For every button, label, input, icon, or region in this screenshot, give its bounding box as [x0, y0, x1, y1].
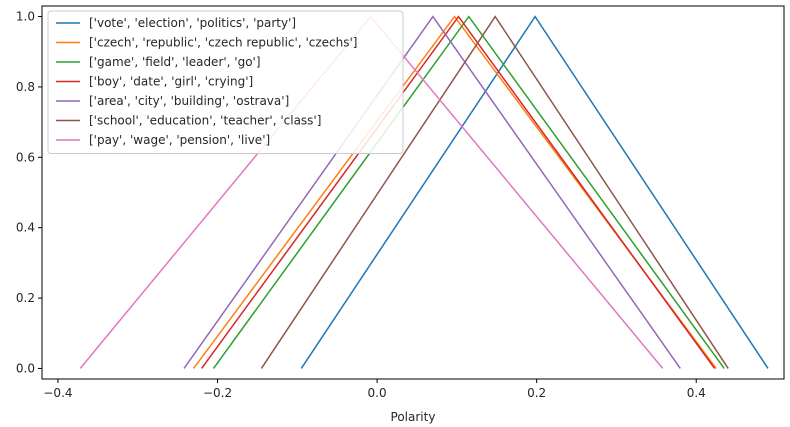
series-line-3 — [200, 15, 716, 369]
x-axis: −0.4 −0.2 0.0 0.2 0.4 — [43, 379, 706, 400]
y-axis: 0.0 0.2 0.4 0.6 0.8 1.0 — [16, 10, 42, 375]
series-line-5 — [260, 15, 729, 369]
x-tick-label: 0.2 — [527, 386, 546, 400]
y-tick-label: 1.0 — [16, 10, 35, 24]
legend-box — [47, 10, 404, 154]
legend-label-3: ['boy', 'date', 'girl', 'crying'] — [89, 75, 253, 89]
legend-label-0: ['vote', 'election', 'politics', 'party'… — [89, 16, 296, 30]
y-tick-label: 0.4 — [16, 221, 35, 235]
y-tick-label: 0.8 — [16, 80, 35, 94]
legend-label-4: ['area', 'city', 'building', 'ostrava'] — [89, 94, 289, 108]
legend-label-1: ['czech', 'republic', 'czech republic', … — [89, 36, 357, 50]
x-tick-label: 0.4 — [687, 386, 706, 400]
x-tick-label: −0.4 — [43, 386, 72, 400]
legend: ['vote', 'election', 'politics', 'party'… — [47, 10, 404, 154]
y-tick-label: 0.0 — [16, 361, 35, 375]
series-line-2 — [212, 15, 725, 369]
y-tick-label: 0.2 — [16, 291, 35, 305]
x-tick-label: −0.2 — [203, 386, 232, 400]
legend-label-2: ['game', 'field', 'leader', 'go'] — [89, 55, 261, 69]
x-axis-label: Polarity — [391, 410, 436, 424]
series-line-4 — [183, 15, 681, 369]
legend-label-6: ['pay', 'wage', 'pension', 'live'] — [89, 133, 270, 147]
legend-label-5: ['school', 'education', 'teacher', 'clas… — [89, 114, 321, 128]
axes-frame — [41, 5, 785, 380]
y-tick-label: 0.6 — [16, 150, 35, 164]
series-line-0 — [300, 15, 769, 369]
x-tick-label: 0.0 — [368, 386, 387, 400]
